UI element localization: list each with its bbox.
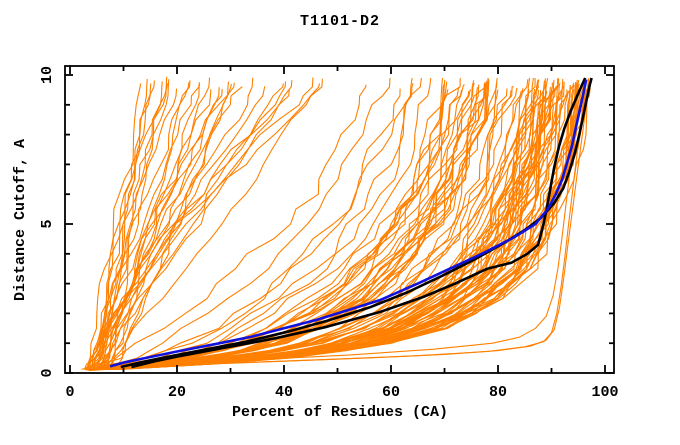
model-curve bbox=[81, 84, 367, 370]
model-curve bbox=[101, 77, 432, 370]
highlighted-model-blue bbox=[109, 79, 588, 368]
model-curve bbox=[101, 79, 529, 370]
model-curve bbox=[93, 82, 488, 370]
model-curve bbox=[90, 77, 391, 370]
model-curve bbox=[101, 89, 471, 370]
model-curve bbox=[108, 89, 587, 370]
y-tick-label: 5 bbox=[39, 219, 56, 228]
model-curve bbox=[88, 83, 284, 370]
model-curve bbox=[100, 81, 287, 370]
model-curve bbox=[101, 80, 155, 370]
model-curve bbox=[90, 77, 413, 370]
model-curve bbox=[88, 83, 152, 370]
model-curve bbox=[105, 77, 489, 370]
model-curve bbox=[109, 85, 540, 370]
x-tick-label: 40 bbox=[275, 384, 293, 401]
model-curve bbox=[91, 83, 142, 370]
model-curve bbox=[94, 77, 498, 370]
ensemble-curves bbox=[81, 76, 591, 370]
x-tick-label: 100 bbox=[591, 384, 618, 401]
model-curve bbox=[100, 86, 243, 370]
model-curve bbox=[101, 88, 508, 370]
model-curve bbox=[112, 77, 549, 370]
model-curve bbox=[110, 86, 514, 370]
model-curve bbox=[98, 89, 290, 370]
model-curve bbox=[87, 88, 178, 370]
model-curve bbox=[104, 90, 571, 370]
model-curve bbox=[106, 89, 223, 370]
x-tick-label: 60 bbox=[382, 384, 400, 401]
x-tick-label: 20 bbox=[168, 384, 186, 401]
outlier-model-b bbox=[88, 88, 586, 372]
model-curve bbox=[106, 80, 488, 370]
model-curve bbox=[90, 83, 320, 370]
model-curve bbox=[104, 90, 512, 370]
x-tick-label: 80 bbox=[489, 384, 507, 401]
model-curve bbox=[111, 84, 201, 370]
x-axis-label: Percent of Residues (CA) bbox=[231, 404, 449, 421]
model-curve bbox=[113, 90, 548, 370]
model-curve bbox=[113, 91, 548, 370]
tick-labels: 0 20 40 60 80 100 0 5 10 bbox=[39, 66, 619, 401]
model-curve bbox=[91, 83, 168, 370]
model-curve bbox=[90, 77, 314, 370]
curves-layer bbox=[81, 76, 593, 372]
model-curve bbox=[89, 82, 414, 370]
chart-title: T1101-D2 bbox=[299, 13, 380, 30]
model-curve bbox=[96, 89, 212, 370]
model-curve bbox=[111, 81, 230, 370]
model-curve bbox=[105, 77, 531, 370]
model-curve bbox=[89, 76, 168, 370]
model-curve bbox=[98, 83, 465, 370]
model-curve bbox=[84, 88, 401, 370]
outlier-model-c bbox=[91, 83, 583, 370]
model-curve bbox=[99, 77, 534, 370]
y-tick-label: 0 bbox=[39, 368, 56, 377]
y-tick-label: 10 bbox=[39, 66, 56, 84]
y-axis-label: Distance Cutoff, A bbox=[12, 138, 29, 302]
axis-frame bbox=[64, 65, 615, 374]
model-curve bbox=[118, 77, 559, 370]
model-curve bbox=[83, 77, 254, 370]
model-curve bbox=[108, 85, 540, 370]
model-curve bbox=[84, 80, 191, 370]
outlier-model-a bbox=[85, 89, 589, 371]
model-curve bbox=[117, 82, 561, 370]
model-curve bbox=[108, 83, 486, 370]
reference-model-black-2 bbox=[131, 77, 587, 369]
model-curve bbox=[100, 87, 220, 370]
x-tick-label: 0 bbox=[65, 384, 74, 401]
